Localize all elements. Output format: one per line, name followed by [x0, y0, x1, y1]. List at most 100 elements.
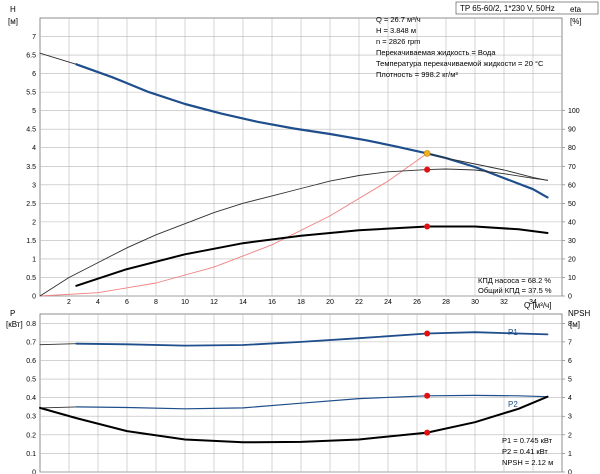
x-tick-label: 12 — [210, 299, 218, 306]
x-tick-label: 28 — [442, 299, 450, 306]
x-tick-label: 10 — [181, 299, 189, 306]
top-y-left-label: H — [10, 5, 16, 14]
operating-point-marker — [424, 330, 431, 337]
series-line — [39, 168, 548, 297]
series-line-p1 — [75, 331, 549, 347]
y-left-tick-label: 0.5 — [26, 275, 36, 282]
x-tick-label: 22 — [355, 299, 363, 306]
bottom-y-right-unit: [м] — [570, 320, 580, 329]
y-left-tick-label: 0 — [32, 294, 36, 301]
y-right-tick-label: 100 — [568, 108, 580, 115]
y-right-tick-label: 70 — [568, 164, 576, 171]
y-left-tick-label: 6.5 — [26, 53, 36, 60]
y-right-tick-label: 0 — [568, 470, 572, 474]
y-left-tick-label: 2 — [32, 219, 36, 226]
info-line-density: Плотность = 998.2 кг/м³ — [376, 70, 458, 79]
series-line-p2 — [75, 394, 549, 410]
y-right-tick-label: 7 — [568, 339, 572, 346]
series-line — [75, 225, 549, 287]
y-left-tick-label: 4.5 — [26, 127, 36, 134]
y-left-tick-label: 0.2 — [26, 432, 36, 439]
p2-value-text: P2 = 0.41 кВт — [502, 447, 548, 456]
top-x-label: Q [м³/ч] — [524, 301, 551, 310]
power-npsh-panel: 0 0.1 0.2 0.3 0.4 0.5 0.6 0.7 0.8 0 1 2 3 4 5 6 7 8 P [кВ… — [6, 309, 590, 474]
series-line — [426, 152, 548, 181]
y-left-tick-label: 0.6 — [26, 358, 36, 365]
top-tick-labels: 2 4 6 8 10 12 14 16 18 20 22 24 26 28 30 32 3400.511.522… — [26, 34, 580, 306]
y-right-tick-label: 2 — [568, 432, 572, 439]
x-tick-label: 30 — [471, 299, 479, 306]
y-left-tick-label: 1 — [32, 256, 36, 263]
y-left-tick-label: 5.5 — [26, 90, 36, 97]
x-tick-label: 8 — [154, 299, 158, 306]
top-series-group — [39, 52, 549, 297]
operating-point-marker — [424, 392, 431, 399]
pump-efficiency-text: КПД насоса = 68.2 % — [478, 276, 551, 285]
bottom-markers-group — [424, 330, 431, 436]
y-left-tick-label: 0 — [32, 470, 36, 474]
operating-point-info: Q = 26.7 м³/ч H = 3.848 м n = 2826 rpm П… — [376, 15, 544, 79]
y-left-tick-label: 3.5 — [26, 164, 36, 171]
head-efficiency-panel: 2 4 6 8 10 12 14 16 18 20 22 24 26 28 30 32 3400.511.522… — [8, 5, 582, 310]
series-line — [39, 395, 549, 444]
x-tick-label: 26 — [413, 299, 421, 306]
top-y-left-unit: [м] — [8, 17, 18, 26]
y-left-tick-label: 0.5 — [26, 377, 36, 384]
p1-value-text: P1 = 0.745 кВт — [502, 436, 553, 445]
y-left-tick-label: 1.5 — [26, 238, 36, 245]
x-tick-label: 34 — [529, 299, 537, 306]
x-tick-label: 16 — [268, 299, 276, 306]
y-right-tick-label: 3 — [568, 414, 572, 421]
top-grid — [40, 18, 562, 297]
operating-point-marker — [423, 150, 431, 157]
info-line-flow: Q = 26.7 м³/ч — [376, 15, 421, 24]
y-right-tick-label: 80 — [568, 145, 576, 152]
x-tick-label: 6 — [125, 299, 129, 306]
top-markers-group — [423, 150, 431, 230]
x-tick-label: 32 — [500, 299, 508, 306]
x-tick-label: 20 — [326, 299, 334, 306]
power-info: P1 = 0.745 кВт P2 = 0.41 кВт NPSH = 2.12… — [502, 436, 553, 467]
x-tick-label: 24 — [384, 299, 392, 306]
y-left-tick-label: 0.8 — [26, 321, 36, 328]
y-right-tick-label: 10 — [568, 275, 576, 282]
y-right-tick-label: 50 — [568, 201, 576, 208]
efficiency-info: КПД насоса = 68.2 % Общий КПД = 37.5 % — [478, 276, 552, 295]
bottom-series-group — [39, 331, 549, 444]
info-line-speed: n = 2826 rpm — [376, 37, 420, 46]
x-tick-label: 4 — [96, 299, 100, 306]
series-label-p2: P2 — [508, 400, 518, 409]
series-line — [39, 152, 428, 297]
y-left-tick-label: 7 — [32, 34, 36, 41]
y-left-tick-label: 3 — [32, 182, 36, 189]
y-right-tick-label: 8 — [568, 321, 572, 328]
y-left-tick-label: 5 — [32, 108, 36, 115]
x-tick-label: 18 — [297, 299, 305, 306]
total-efficiency-text: Общий КПД = 37.5 % — [478, 286, 552, 295]
y-left-tick-label: 2.5 — [26, 201, 36, 208]
y-right-tick-label: 60 — [568, 182, 576, 189]
bottom-y-right-label: NPSH — [568, 309, 590, 318]
x-tick-label: 14 — [239, 299, 247, 306]
chart-title: TP 65-60/2, 1*230 V, 50Hz — [460, 4, 555, 13]
bottom-y-left-label: P — [10, 309, 15, 318]
info-line-liquid: Перекачиваемая жидкость = Вода — [376, 48, 496, 57]
y-right-tick-label: 5 — [568, 377, 572, 384]
series-line — [39, 52, 77, 65]
series-line — [75, 63, 549, 199]
top-y-right-unit: [%] — [570, 17, 582, 26]
y-left-tick-label: 6 — [32, 71, 36, 78]
y-left-tick-label: 0.1 — [26, 451, 36, 458]
bottom-y-left-unit: [кВт] — [6, 320, 23, 329]
y-right-tick-label: 40 — [568, 219, 576, 226]
y-right-tick-label: 1 — [568, 451, 572, 458]
top-y-right-label: eta — [570, 5, 582, 14]
y-right-tick-label: 0 — [568, 294, 572, 301]
y-right-tick-label: 6 — [568, 358, 572, 365]
operating-point-marker — [424, 429, 431, 436]
y-right-tick-label: 4 — [568, 395, 572, 402]
chart-header: TP 65-60/2, 1*230 V, 50Hz — [455, 1, 599, 15]
y-left-tick-label: 4 — [32, 145, 36, 152]
operating-point-marker — [424, 223, 431, 230]
